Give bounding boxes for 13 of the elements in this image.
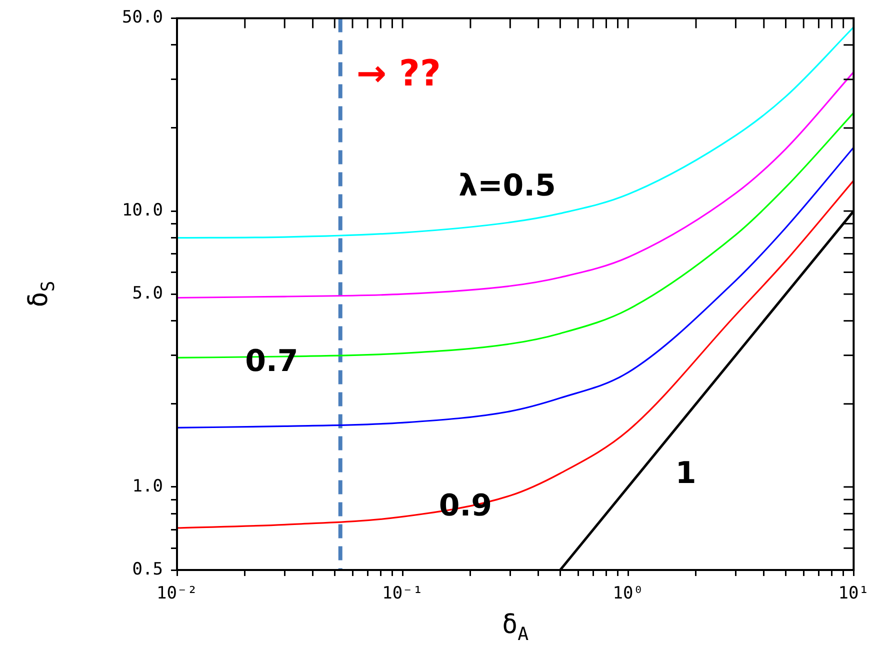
- x-tick-label: 10¹: [838, 584, 870, 604]
- annotation: 1: [675, 456, 696, 491]
- x-tick-label: 10⁰: [612, 584, 644, 604]
- y-axis-title: δS: [24, 280, 59, 308]
- y-tick-label: 1.0: [132, 476, 163, 496]
- y-tick-label: 50.0: [122, 8, 163, 28]
- annotation: λ=0.5: [458, 168, 556, 204]
- ref-line-label: → ??: [356, 54, 441, 95]
- x-tick-label: 10⁻²: [156, 584, 198, 604]
- x-tick-label: 10⁻¹: [382, 584, 424, 604]
- y-tick-label: 5.0: [132, 284, 163, 304]
- y-tick-label: 10.0: [122, 200, 163, 220]
- y-tick-label: 0.5: [132, 559, 163, 580]
